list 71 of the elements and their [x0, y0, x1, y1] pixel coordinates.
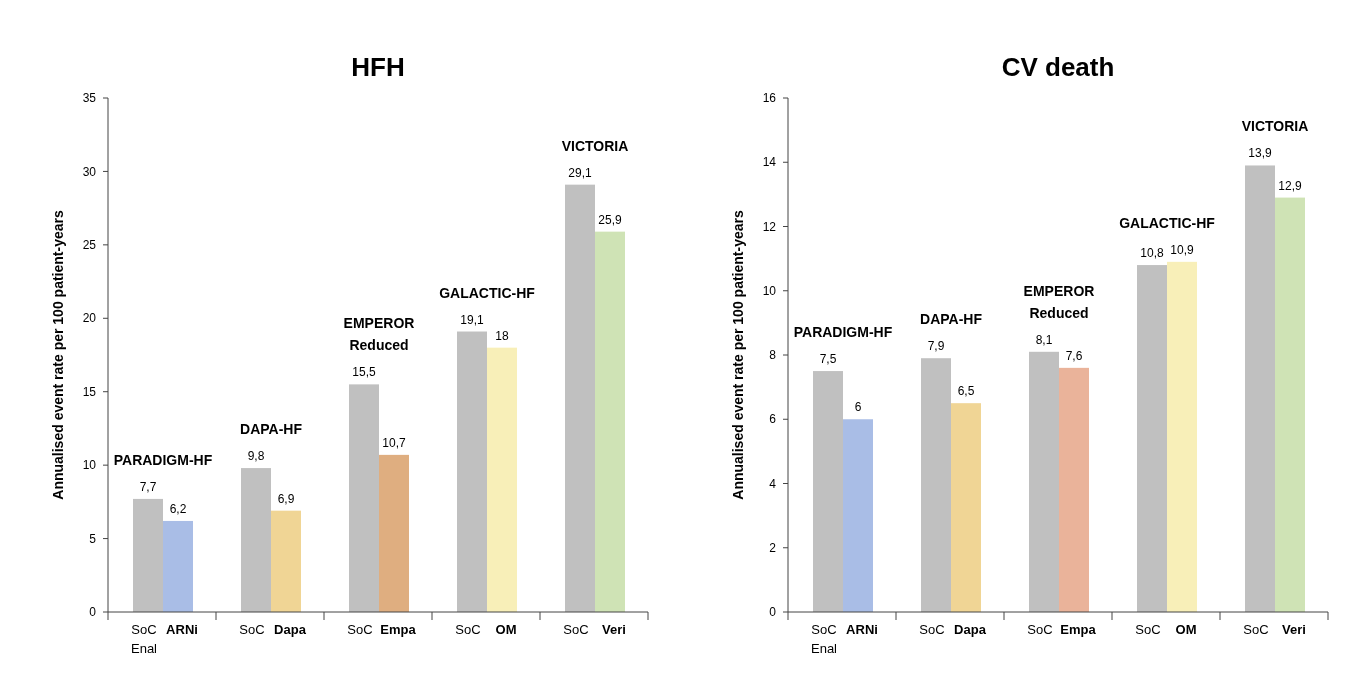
- data-label: 6,5: [957, 384, 975, 399]
- data-label: 6,9: [277, 491, 295, 506]
- x-tick-label: Dapa: [274, 622, 307, 637]
- data-label: 10,8: [1140, 246, 1164, 261]
- x-tick-label: ARNi: [166, 622, 198, 637]
- annotation: EMPEROR Reduced: [1023, 282, 1095, 321]
- data-label: 10,9: [1170, 242, 1194, 257]
- x-tick-label: Empa: [380, 622, 417, 637]
- x-tick-label: Veri: [602, 622, 626, 637]
- data-label: 7,5: [819, 352, 837, 367]
- annotation: PARADIGM-HF: [113, 451, 213, 468]
- y-axis-title: Annualised event rate per 100 patient-years: [50, 210, 66, 500]
- x-tick-label: SoC: [1243, 622, 1269, 637]
- data-label: 13,9: [1248, 146, 1272, 161]
- data-label: 29,1: [568, 165, 592, 180]
- data-label: 25,9: [598, 212, 622, 227]
- chart-title: CV death: [1001, 52, 1115, 82]
- x-tick-label: ARNi: [846, 622, 878, 637]
- y-axis-title: Annualised event rate per 100 patient-years: [730, 210, 746, 500]
- y-tick-label: 5: [89, 531, 97, 546]
- data-label: 12,9: [1278, 178, 1302, 193]
- data-label: 18: [495, 328, 509, 343]
- data-label: 9,8: [247, 449, 265, 464]
- x-tick-label: Veri: [1282, 622, 1306, 637]
- annotation: DAPA-HF: [920, 311, 983, 328]
- y-tick-label: 35: [82, 91, 97, 106]
- x-tick-label: SoC: [563, 622, 589, 637]
- y-tick-label: 20: [82, 311, 97, 326]
- y-tick-label: 6: [769, 412, 777, 427]
- chart-title: HFH: [351, 52, 405, 82]
- annotation: VICTORIA: [561, 137, 629, 154]
- annotation: DAPA-HF: [240, 421, 303, 438]
- data-label: 6,2: [169, 501, 187, 516]
- x-tick-label: SoC: [919, 622, 945, 637]
- y-tick-label: 4: [769, 476, 777, 491]
- data-label: 19,1: [460, 312, 484, 327]
- y-tick-label: 0: [769, 605, 777, 620]
- x-tick-label: SoC: [239, 622, 265, 637]
- data-label: 7,7: [139, 479, 157, 494]
- y-tick-label: 2: [769, 540, 777, 555]
- data-label: 7,9: [927, 339, 945, 354]
- annotation: EMPEROR Reduced: [343, 315, 415, 354]
- data-label: 15,5: [352, 365, 376, 380]
- x-tick-label: Empa: [1060, 622, 1097, 637]
- x-tick-label: OM: [495, 622, 517, 637]
- y-tick-label: 0: [89, 605, 97, 620]
- y-tick-label: 16: [762, 91, 777, 106]
- x-tick-label: SoC: [1135, 622, 1161, 637]
- y-tick-label: 14: [762, 155, 777, 170]
- x-tick-label: SoC: [347, 622, 373, 637]
- data-label: 10,7: [382, 435, 406, 450]
- x-tick-label: SoC Enal: [130, 622, 158, 656]
- y-tick-label: 8: [769, 348, 777, 363]
- annotation: VICTORIA: [1241, 118, 1309, 135]
- data-label: 6: [854, 400, 862, 415]
- annotation: PARADIGM-HF: [793, 324, 893, 341]
- y-tick-label: 12: [762, 219, 777, 234]
- data-label: 8,1: [1035, 332, 1053, 347]
- data-label: 7,6: [1065, 348, 1083, 363]
- y-tick-label: 30: [82, 164, 97, 179]
- annotation: GALACTIC-HF: [1119, 214, 1216, 231]
- y-tick-label: 15: [82, 384, 97, 399]
- x-tick-label: SoC: [1027, 622, 1053, 637]
- x-tick-label: SoC: [455, 622, 481, 637]
- x-tick-label: OM: [1175, 622, 1197, 637]
- y-tick-label: 10: [762, 283, 777, 298]
- x-tick-label: SoC Enal: [810, 622, 838, 656]
- annotation: GALACTIC-HF: [439, 284, 536, 301]
- y-tick-label: 10: [82, 458, 97, 473]
- y-tick-label: 25: [82, 238, 97, 253]
- x-tick-label: Dapa: [954, 622, 987, 637]
